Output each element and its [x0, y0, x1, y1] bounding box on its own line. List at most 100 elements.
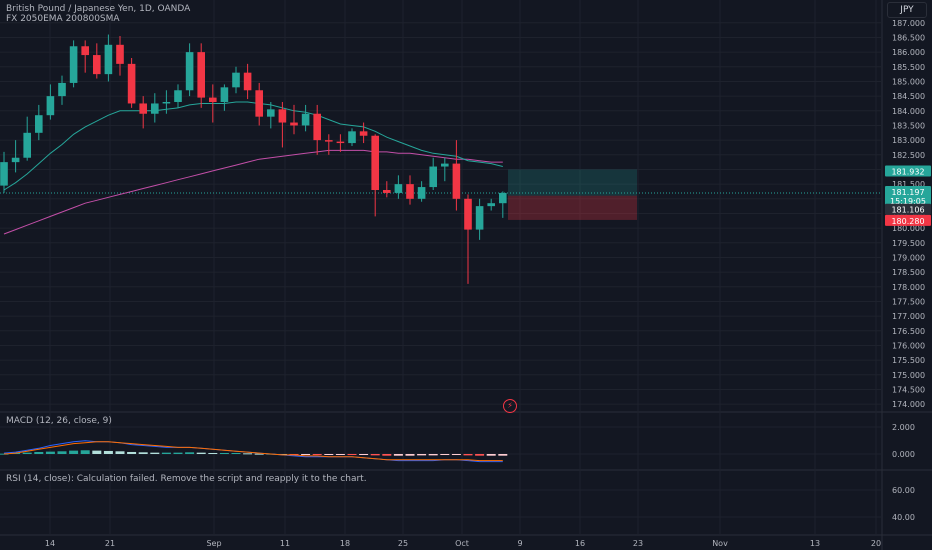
- price-label: 15:19:05: [890, 197, 926, 206]
- profit-zone: [508, 169, 637, 196]
- price-label-bg: [885, 186, 931, 198]
- macd-histogram-bar: [475, 454, 485, 456]
- y-tick-label: 183.500: [892, 121, 925, 130]
- price-label-bg: [885, 165, 931, 177]
- price-label: 181.932: [891, 167, 924, 176]
- macd-histogram-bar: [359, 454, 369, 456]
- y-tick-label: 185.000: [892, 77, 925, 86]
- price-label: 180.280: [891, 217, 924, 226]
- x-tick-label: Sep: [206, 539, 221, 548]
- candle-body: [499, 192, 507, 204]
- candle-body: [301, 113, 310, 126]
- candle-body: [69, 46, 78, 83]
- loss-zone: [508, 195, 637, 220]
- macd-histogram-bar: [312, 454, 322, 455]
- x-tick-label: 18: [340, 539, 350, 548]
- macd-histogram-bar: [103, 450, 113, 454]
- candle-body: [23, 132, 31, 158]
- macd-histogram-bar: [451, 454, 461, 456]
- candle-body: [325, 140, 333, 142]
- price-label-bg: [885, 203, 931, 215]
- macd-histogram-bar: [440, 454, 450, 456]
- candle-body: [209, 97, 217, 102]
- x-tick-label: 13: [810, 539, 820, 548]
- y-tick-label: 187.000: [892, 19, 925, 28]
- macd-histogram-bar: [417, 454, 427, 456]
- macd-histogram-bar: [486, 454, 496, 456]
- macd-histogram-bar: [463, 454, 473, 456]
- macd-line: [3, 440, 503, 463]
- macd-histogram-bar: [161, 452, 171, 454]
- macd-signal-line: [3, 441, 503, 462]
- y-tick-label: 177.000: [892, 312, 925, 321]
- price-label-bg: [885, 195, 931, 207]
- y-tick-label: 174.500: [892, 385, 925, 394]
- y-tick-label: 186.000: [892, 48, 925, 57]
- y-tick-label: 174.000: [892, 400, 925, 409]
- macd-histogram-bar: [150, 452, 160, 454]
- candle-body: [383, 190, 391, 193]
- y-tick-label: 183.000: [892, 136, 925, 145]
- candle-body: [116, 44, 124, 64]
- x-tick-label: 14: [45, 539, 55, 548]
- macd-histogram-bar: [335, 454, 345, 455]
- y-tick-label: 181.500: [892, 180, 925, 189]
- candle-body: [359, 131, 368, 136]
- candle-body: [197, 52, 205, 98]
- macd-histogram-bar: [138, 452, 148, 454]
- price-label: 181.106: [891, 206, 924, 215]
- macd-histogram-bar: [393, 454, 403, 456]
- price-label-bg: [885, 214, 931, 226]
- candle-body: [243, 72, 252, 91]
- x-tick-label: 21: [105, 539, 115, 548]
- x-tick-label: 16: [575, 539, 585, 548]
- macd-histogram-bar: [80, 450, 90, 454]
- macd-legend: MACD (12, 26, close, 9): [6, 416, 112, 426]
- y-tick-label: 179.500: [892, 239, 925, 248]
- macd-histogram-bar: [115, 451, 125, 454]
- macd-histogram-bar: [57, 451, 67, 454]
- macd-histogram-bar: [92, 450, 102, 454]
- macd-histogram-bar: [45, 451, 55, 454]
- macd-histogram-bar: [347, 454, 357, 456]
- macd-histogram-bar: [173, 452, 183, 454]
- y-tick-label: 178.500: [892, 268, 925, 277]
- candle-body: [81, 46, 89, 56]
- macd-histogram-bar: [185, 452, 195, 454]
- y-tick-label: 186.500: [892, 33, 925, 42]
- candle-body: [162, 102, 171, 104]
- candle-body: [220, 87, 229, 102]
- candle-body: [0, 162, 8, 186]
- macd-histogram-bar: [301, 454, 311, 455]
- macd-histogram-bar: [382, 454, 392, 456]
- rsi-legend: RSI (14, close): Calculation failed. Rem…: [6, 474, 367, 484]
- y-tick-label: 184.500: [892, 92, 925, 101]
- y-tick-label: 175.000: [892, 371, 925, 380]
- y-tick-label: 176.500: [892, 327, 925, 336]
- alert-bolt-icon[interactable]: ⚡: [503, 399, 517, 413]
- candle-body: [58, 82, 66, 97]
- macd-histogram-bar: [405, 454, 415, 456]
- candle-body: [417, 187, 426, 199]
- macd-histogram-bar: [196, 452, 206, 454]
- y-tick-label: 185.500: [892, 63, 925, 72]
- candle-body: [441, 163, 449, 167]
- chart-title: British Pound / Japanese Yen, 1D, OANDA: [6, 4, 191, 14]
- ema-line: [3, 101, 503, 191]
- candle-body: [394, 184, 403, 193]
- macd-histogram-bar: [498, 454, 508, 456]
- candle-body: [429, 166, 437, 188]
- y-tick-label: 178.000: [892, 283, 925, 292]
- candle-body: [452, 163, 461, 199]
- candle-body: [139, 103, 147, 114]
- currency-button[interactable]: JPY: [887, 2, 927, 18]
- macd-histogram-bar: [370, 454, 380, 456]
- candle-body: [35, 115, 43, 133]
- candle-body: [313, 113, 321, 141]
- x-tick-label: 11: [280, 539, 290, 548]
- x-tick-label: 20: [871, 539, 881, 548]
- x-tick-label: Nov: [712, 539, 728, 548]
- macd-histogram-bar: [34, 451, 44, 454]
- macd-histogram-bar: [69, 450, 79, 454]
